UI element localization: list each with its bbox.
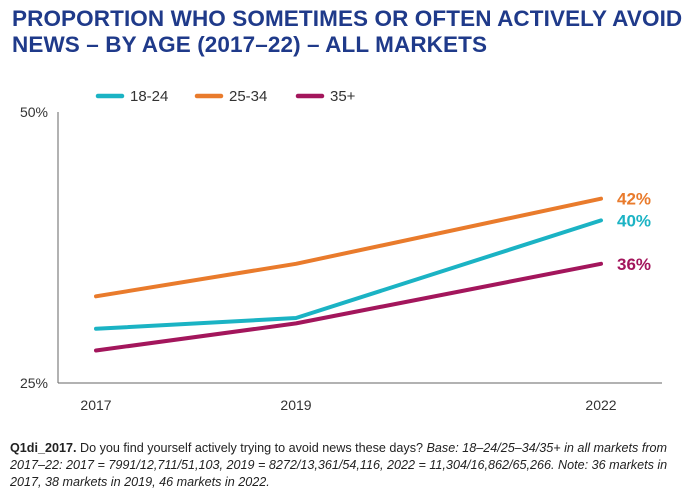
series-line-25-34	[94, 196, 603, 299]
line-chart: 50% 25% 2017 2019 2022 18-24 25-34 35+ 40% 42% 36%	[20, 88, 662, 413]
chart-title: PROPORTION WHO SOMETIMES OR OFTEN ACTIVE…	[12, 6, 682, 58]
chart-caption: Q1di_2017. Do you find yourself actively…	[10, 440, 686, 491]
legend-label: 18-24	[130, 88, 168, 105]
legend-label: 35+	[330, 88, 356, 105]
series-line-18-24	[94, 218, 603, 331]
legend-label: 25-34	[229, 88, 267, 105]
title-line-2: NEWS – BY AGE (2017–22) – ALL MARKETS	[12, 32, 488, 57]
series-line-35+	[94, 261, 603, 353]
caption-base: Base: 18–24/25–34/35+ in all markets fro…	[10, 441, 668, 489]
y-tick-label: 50%	[20, 104, 48, 120]
y-tick-label: 25%	[20, 375, 48, 391]
x-tick-label: 2017	[80, 397, 111, 413]
x-tick-label: 2019	[280, 397, 311, 413]
caption-question-id: Q1di_2017.	[10, 441, 77, 455]
end-value-label: 42%	[617, 190, 651, 209]
caption-question: Do you find yourself actively trying to …	[76, 441, 427, 455]
title-line-1: PROPORTION WHO SOMETIMES OR OFTEN ACTIVE…	[12, 6, 683, 31]
end-value-label: 40%	[617, 211, 651, 230]
end-value-label: 36%	[617, 255, 651, 274]
x-tick-label: 2022	[585, 397, 616, 413]
